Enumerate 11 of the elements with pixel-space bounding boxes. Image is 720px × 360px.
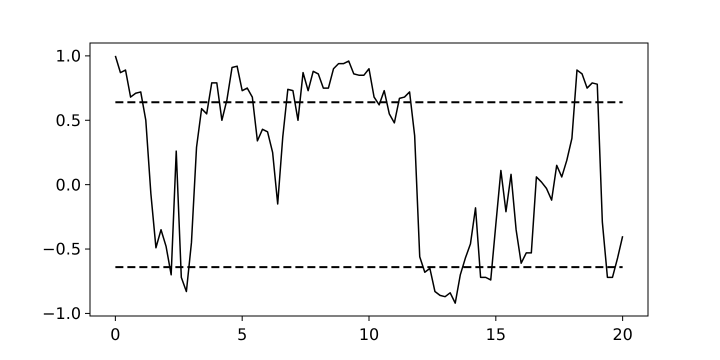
y-tick-label: 0.5	[56, 110, 81, 130]
line-series	[114, 55, 624, 304]
x-tick-label: 10	[358, 325, 380, 344]
x-tick-label: 5	[237, 325, 248, 344]
y-tick-label: −1.0	[42, 304, 81, 324]
y-tick-label: 1.0	[56, 46, 81, 66]
x-tick-label: 0	[110, 325, 120, 344]
x-tick-label: 15	[486, 325, 506, 344]
y-tick-label: 0.0	[56, 175, 81, 194]
x-tick-label: 20	[612, 325, 633, 344]
y-tick-label: −0.5	[42, 240, 81, 259]
